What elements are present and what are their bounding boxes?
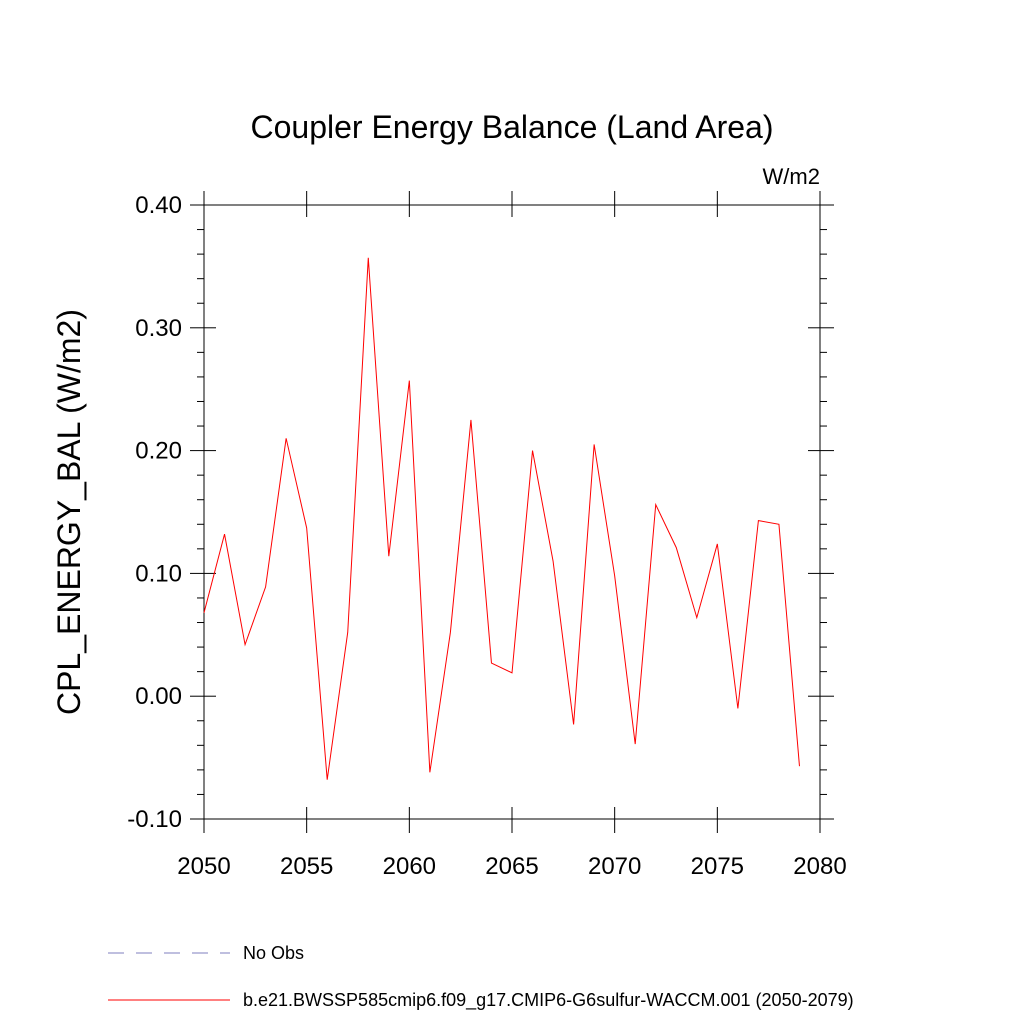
x-tick-label: 2080 — [793, 853, 846, 880]
series-line-0 — [203, 257, 800, 780]
y-tick-label: -0.10 — [127, 806, 182, 833]
y-tick-label: 0.00 — [135, 683, 182, 710]
x-tick-label: 2050 — [177, 853, 230, 880]
y-axis-ticks: -0.10 0.00 0.10 0.20 0.30 0.40 — [127, 192, 834, 833]
legend: No Obs b.e21.BWSSP585cmip6.f09_g17.CMIP6-… — [108, 943, 854, 1011]
chart-title: Coupler Energy Balance (Land Area) — [251, 109, 774, 145]
plot-axes — [203, 204, 821, 820]
plot-frame — [203, 204, 821, 820]
x-tick-label: 2070 — [588, 853, 641, 880]
y-tick-label: 0.30 — [135, 315, 182, 342]
y-axis-label: CPL_ENERGY_BAL (W/m2) — [51, 309, 87, 715]
legend-label-1: b.e21.BWSSP585cmip6.f09_g17.CMIP6-G6sulf… — [243, 990, 854, 1011]
data-series — [203, 257, 800, 780]
x-axis-ticks: 2050 2055 2060 2065 2070 2075 2080 — [177, 191, 847, 880]
y-tick-label: 0.20 — [135, 438, 182, 465]
x-tick-label: 2055 — [280, 853, 333, 880]
x-tick-label: 2060 — [383, 853, 436, 880]
x-tick-label: 2065 — [485, 853, 538, 880]
y-tick-label: 0.40 — [135, 192, 182, 219]
y-tick-label: 0.10 — [135, 560, 182, 587]
units-label: W/m2 — [763, 164, 820, 189]
x-tick-label: 2075 — [691, 853, 744, 880]
legend-label-0: No Obs — [243, 943, 304, 963]
